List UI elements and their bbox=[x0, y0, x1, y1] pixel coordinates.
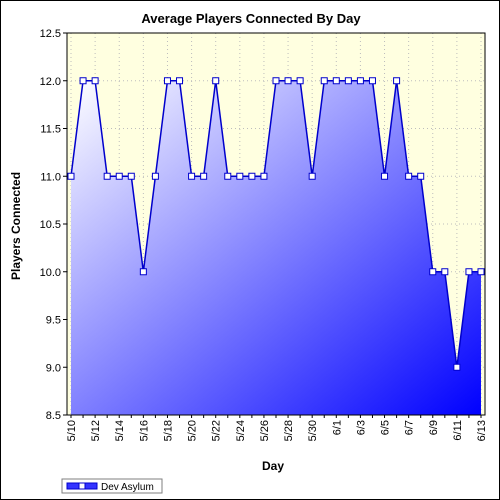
data-point bbox=[356, 77, 364, 85]
data-point bbox=[67, 172, 75, 180]
data-point bbox=[465, 268, 473, 276]
data-point bbox=[441, 268, 449, 276]
y-tick-label: 11.0 bbox=[40, 171, 61, 183]
legend: Dev Asylum bbox=[61, 478, 163, 494]
x-tick-label: 5/16 bbox=[138, 420, 150, 441]
y-tick-label: 11.5 bbox=[40, 124, 61, 136]
data-point bbox=[163, 77, 171, 85]
data-point bbox=[79, 77, 87, 85]
x-tick-label: 5/20 bbox=[187, 420, 199, 441]
x-tick-label: 6/9 bbox=[428, 420, 440, 435]
x-tick-label: 5/26 bbox=[259, 420, 271, 441]
data-point bbox=[429, 268, 437, 276]
data-point bbox=[272, 77, 280, 85]
data-point bbox=[224, 172, 232, 180]
data-point bbox=[139, 268, 147, 276]
data-point bbox=[405, 172, 413, 180]
y-tick-label: 10.0 bbox=[40, 267, 61, 279]
data-point bbox=[381, 172, 389, 180]
data-point bbox=[308, 172, 316, 180]
data-point bbox=[393, 77, 401, 85]
x-tick-label: 5/12 bbox=[90, 420, 102, 441]
y-tick-label: 10.5 bbox=[40, 219, 61, 231]
x-tick-label: 6/1 bbox=[331, 420, 343, 435]
data-point bbox=[188, 172, 196, 180]
data-point bbox=[296, 77, 304, 85]
data-point bbox=[477, 268, 485, 276]
data-point bbox=[212, 77, 220, 85]
data-point bbox=[115, 172, 123, 180]
data-point bbox=[344, 77, 352, 85]
y-tick-label: 12.5 bbox=[40, 28, 61, 40]
data-point bbox=[236, 172, 244, 180]
data-point bbox=[151, 172, 159, 180]
data-point bbox=[320, 77, 328, 85]
y-axis-title: Players Connected bbox=[9, 172, 23, 280]
x-tick-label: 6/11 bbox=[452, 420, 464, 441]
x-tick-label: 5/18 bbox=[162, 420, 174, 441]
data-point bbox=[176, 77, 184, 85]
x-tick-label: 6/5 bbox=[380, 420, 392, 435]
x-tick-label: 6/7 bbox=[404, 420, 416, 435]
y-tick-label: 9.5 bbox=[46, 315, 61, 327]
data-point bbox=[103, 172, 111, 180]
legend-label: Dev Asylum bbox=[101, 482, 154, 493]
data-point bbox=[248, 172, 256, 180]
x-tick-label: 5/30 bbox=[307, 420, 319, 441]
x-tick-label: 5/10 bbox=[66, 420, 78, 441]
x-tick-label: 5/28 bbox=[283, 420, 295, 441]
data-point bbox=[127, 172, 135, 180]
x-tick-label: 6/3 bbox=[355, 420, 367, 435]
y-axis-ticks: 8.5 9.0 9.5 10.0 10.5 11.0 11.5 12.0 12.5 bbox=[40, 28, 67, 422]
data-points bbox=[67, 77, 485, 371]
x-axis-ticks: 5/10 5/12 5/14 5/16 5/18 5/20 5/22 5/24 5/26 5/28… bbox=[66, 415, 488, 441]
data-point bbox=[453, 363, 461, 371]
y-tick-label: 8.5 bbox=[46, 410, 61, 422]
legend-marker bbox=[78, 482, 86, 490]
data-point bbox=[284, 77, 292, 85]
x-tick-label: 5/14 bbox=[114, 420, 126, 441]
x-tick-label: 5/22 bbox=[211, 420, 223, 441]
data-point bbox=[368, 77, 376, 85]
x-tick-label: 6/13 bbox=[476, 420, 488, 441]
data-point bbox=[91, 77, 99, 85]
y-tick-label: 9.0 bbox=[46, 362, 61, 374]
chart-title: Average Players Connected By Day bbox=[141, 11, 361, 26]
x-tick-label: 5/24 bbox=[235, 420, 247, 441]
data-point bbox=[417, 172, 425, 180]
series-area-fill bbox=[71, 80, 481, 415]
data-point bbox=[260, 172, 268, 180]
y-tick-label: 12.0 bbox=[40, 76, 61, 88]
data-point bbox=[332, 77, 340, 85]
x-axis-title: Day bbox=[262, 459, 284, 473]
data-point bbox=[200, 172, 208, 180]
